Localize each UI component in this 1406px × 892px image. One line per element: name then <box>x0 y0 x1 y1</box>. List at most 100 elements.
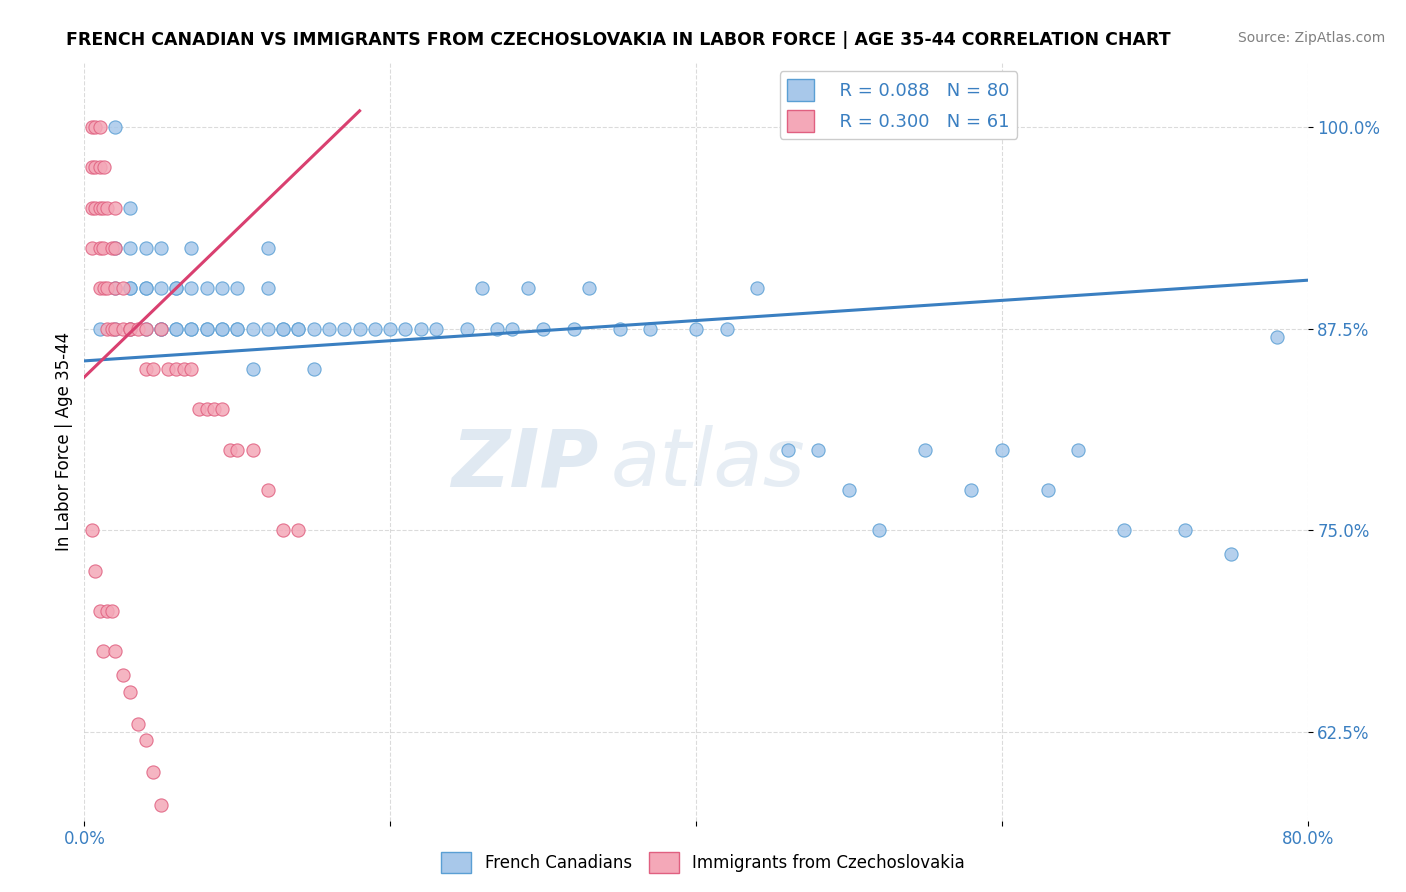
Point <box>364 321 387 335</box>
Point <box>486 321 509 335</box>
Point <box>1265 329 1288 343</box>
Point <box>149 241 172 255</box>
Point <box>257 321 280 335</box>
Point <box>111 281 134 295</box>
Point <box>394 321 416 335</box>
Point <box>1174 523 1197 537</box>
Point <box>101 241 124 255</box>
Point <box>685 321 707 335</box>
Point <box>101 604 124 618</box>
Point <box>80 523 103 537</box>
Point <box>195 321 218 335</box>
Point <box>516 281 538 295</box>
Point <box>838 483 860 497</box>
Point <box>242 442 264 457</box>
Point <box>188 402 211 417</box>
Point <box>318 321 340 335</box>
Point <box>747 281 769 295</box>
Point <box>104 241 127 255</box>
Point <box>257 241 280 255</box>
Point <box>111 668 134 682</box>
Point <box>111 321 134 335</box>
Point <box>226 321 249 335</box>
Point <box>226 442 249 457</box>
Point <box>211 281 233 295</box>
Point <box>242 362 264 376</box>
Point <box>91 241 114 255</box>
Point <box>127 716 149 731</box>
Point <box>349 321 371 335</box>
Point <box>531 321 554 335</box>
Point <box>287 321 309 335</box>
Point <box>93 161 115 175</box>
Point <box>302 321 325 335</box>
Point <box>157 362 180 376</box>
Point <box>716 321 738 335</box>
Point <box>380 321 402 335</box>
Point <box>149 321 172 335</box>
Point <box>96 281 118 295</box>
Point <box>149 321 172 335</box>
Point <box>218 442 240 457</box>
Point <box>287 321 309 335</box>
Point <box>120 281 142 295</box>
Point <box>96 604 118 618</box>
Point <box>104 120 127 134</box>
Point <box>89 201 111 215</box>
Point <box>89 241 111 255</box>
Point <box>142 765 165 780</box>
Point <box>120 241 142 255</box>
Point <box>84 201 107 215</box>
Point <box>869 523 891 537</box>
Point <box>84 564 107 578</box>
Point <box>165 321 187 335</box>
Point <box>89 604 111 618</box>
Point <box>180 362 202 376</box>
Point <box>104 644 127 658</box>
Point <box>120 281 142 295</box>
Point <box>211 321 233 335</box>
Point <box>502 321 524 335</box>
Point <box>89 161 111 175</box>
Point <box>562 321 585 335</box>
Point <box>302 362 325 376</box>
Point <box>195 281 218 295</box>
Point <box>180 321 202 335</box>
Point <box>471 281 494 295</box>
Point <box>135 281 157 295</box>
Point <box>165 281 187 295</box>
Point <box>135 733 157 747</box>
Point <box>120 321 142 335</box>
Point <box>1036 483 1059 497</box>
Point <box>609 321 631 335</box>
Point <box>96 321 118 335</box>
Point <box>180 281 202 295</box>
Point <box>776 442 799 457</box>
Point <box>271 321 294 335</box>
Point <box>165 362 187 376</box>
Text: FRENCH CANADIAN VS IMMIGRANTS FROM CZECHOSLOVAKIA IN LABOR FORCE | AGE 35-44 COR: FRENCH CANADIAN VS IMMIGRANTS FROM CZECH… <box>66 31 1171 49</box>
Point <box>807 442 830 457</box>
Point <box>991 442 1014 457</box>
Point <box>89 281 111 295</box>
Point <box>104 321 127 335</box>
Point <box>257 281 280 295</box>
Point <box>165 281 187 295</box>
Point <box>1067 442 1090 457</box>
Point <box>120 201 142 215</box>
Point <box>1220 548 1243 562</box>
Point <box>195 321 218 335</box>
Point <box>120 684 142 698</box>
Point <box>960 483 983 497</box>
Text: atlas: atlas <box>610 425 806 503</box>
Point <box>120 321 142 335</box>
Point <box>409 321 432 335</box>
Point <box>173 362 195 376</box>
Point <box>914 442 936 457</box>
Point <box>80 161 103 175</box>
Legend:   R = 0.088   N = 80,   R = 0.300   N = 61: R = 0.088 N = 80, R = 0.300 N = 61 <box>780 71 1017 139</box>
Point <box>165 321 187 335</box>
Point <box>104 201 127 215</box>
Point <box>135 321 157 335</box>
Point <box>80 120 103 134</box>
